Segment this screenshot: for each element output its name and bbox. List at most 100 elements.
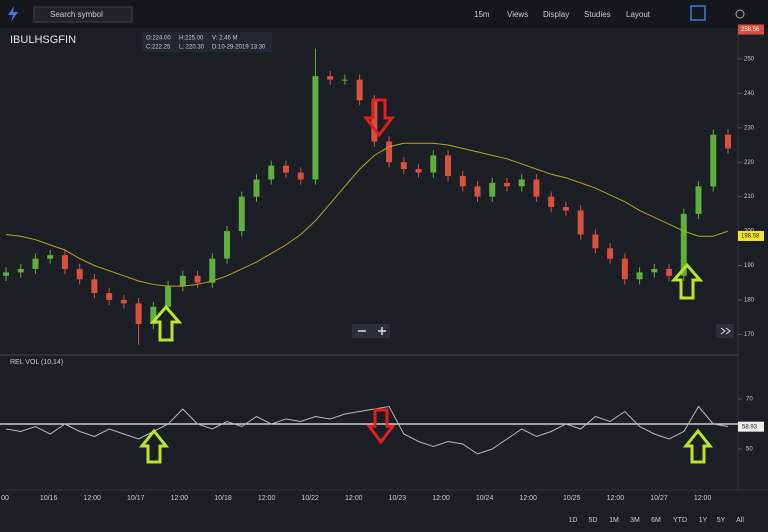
candle-body xyxy=(651,268,658,273)
x-tick-label: 10/16 xyxy=(40,495,58,502)
x-tick-label: 12:00 xyxy=(83,495,101,502)
range-button[interactable]: YTD xyxy=(673,517,687,524)
info-box xyxy=(142,32,272,52)
candle-body xyxy=(282,165,289,173)
candle-body xyxy=(518,179,525,187)
last-price-label: 198.58 xyxy=(741,234,760,240)
ohlc-info: O:224.00 xyxy=(146,36,171,42)
candle-body xyxy=(592,234,599,249)
candle-body xyxy=(710,134,717,187)
candle-body xyxy=(268,165,275,180)
scroll-end-icon xyxy=(720,327,731,335)
x-tick-label: 10/18 xyxy=(214,495,232,502)
candle-body xyxy=(459,176,466,187)
candle-body xyxy=(666,268,673,276)
candle-body xyxy=(238,196,245,232)
zoom-in[interactable] xyxy=(378,327,386,335)
candle-body xyxy=(194,275,201,283)
x-tick-label: 12:00 xyxy=(519,495,537,502)
candle-body xyxy=(106,293,113,300)
y-tick-label: 240 xyxy=(744,91,755,97)
x-tick-label: 12:00 xyxy=(345,495,363,502)
menu-item[interactable]: Views xyxy=(507,10,528,19)
candle-body xyxy=(297,172,304,180)
candle-body xyxy=(400,162,407,170)
candle-body xyxy=(327,76,334,80)
x-tick-label: 12:00 xyxy=(432,495,450,502)
high-price-label: 258.56 xyxy=(741,27,760,33)
candle-body xyxy=(621,258,628,280)
range-button[interactable]: 6M xyxy=(651,517,661,524)
candle-body xyxy=(32,258,39,269)
menu-item[interactable]: Display xyxy=(543,10,569,19)
range-button[interactable]: 1D xyxy=(569,517,578,524)
y-tick-label: 210 xyxy=(744,194,755,200)
x-tick-label: 10/22 xyxy=(301,495,319,502)
x-tick-label: 10/17 xyxy=(127,495,145,502)
x-tick-label: 10/27 xyxy=(650,495,668,502)
down-arrow xyxy=(366,408,396,445)
search-placeholder[interactable]: Search symbol xyxy=(50,10,103,19)
candle-body xyxy=(695,186,702,214)
candle-body xyxy=(415,169,422,173)
zoom-controls xyxy=(352,324,390,338)
range-button[interactable]: 5D xyxy=(589,517,598,524)
candle-body xyxy=(430,155,437,173)
menu-item[interactable]: 15m xyxy=(474,10,490,19)
x-tick-label: 12:00 xyxy=(258,495,276,502)
candle-body xyxy=(165,286,172,307)
layout-button[interactable] xyxy=(690,5,706,21)
candle-body xyxy=(577,210,584,235)
ohlc-info: C:222.25 xyxy=(146,45,171,51)
up-arrow xyxy=(149,304,183,342)
y-tick-label: 70 xyxy=(746,397,753,403)
x-tick-label: 00 xyxy=(1,495,9,502)
candle-body xyxy=(503,182,510,187)
x-tick-label: 12:00 xyxy=(694,495,712,502)
range-button[interactable]: 3M xyxy=(630,517,640,524)
y-tick-label: 220 xyxy=(744,160,755,166)
moving-average xyxy=(5,142,729,287)
up-arrow xyxy=(138,428,170,464)
candle-body xyxy=(253,179,260,197)
range-button[interactable]: 1M xyxy=(609,517,619,524)
candle-body xyxy=(371,100,378,142)
y-tick-label: 50 xyxy=(746,447,753,453)
last-value-badge xyxy=(738,421,764,432)
candle-body xyxy=(533,179,540,197)
refresh-button[interactable] xyxy=(735,9,745,19)
y-tick-label: 170 xyxy=(744,332,755,338)
candle-body xyxy=(562,206,569,211)
x-tick-label: 10/24 xyxy=(476,495,494,502)
candle-body xyxy=(179,275,186,287)
ohlc-info: V: 2.46 M xyxy=(212,36,237,42)
range-button[interactable]: All xyxy=(736,517,744,524)
candle-body xyxy=(76,268,83,280)
candle-body xyxy=(47,255,54,259)
range-button[interactable]: 5Y xyxy=(717,517,726,524)
candle-body xyxy=(61,255,68,269)
candle-body xyxy=(636,272,643,280)
x-tick-label: 12:00 xyxy=(171,495,189,502)
search-box[interactable] xyxy=(33,6,133,23)
menu-item[interactable]: Studies xyxy=(584,10,611,19)
logo[interactable] xyxy=(8,6,18,22)
candle-body xyxy=(312,76,319,180)
last-price-badge xyxy=(738,230,764,241)
range-button[interactable]: 1Y xyxy=(699,517,708,524)
down-arrow xyxy=(362,98,396,138)
y-tick-label: 180 xyxy=(744,298,755,304)
y-tick-label: 230 xyxy=(744,125,755,131)
candle-body xyxy=(680,213,687,276)
symbol-title: IBULHSGFIN xyxy=(10,34,76,46)
candle-body xyxy=(607,248,614,259)
candle-body xyxy=(386,141,393,163)
candle-body xyxy=(356,79,363,101)
candle-body xyxy=(445,155,452,177)
ohlc-info: D:10-29-2019 13:30 xyxy=(212,45,266,51)
candle-body xyxy=(725,134,731,149)
menu-item[interactable]: Layout xyxy=(626,10,651,19)
candle-body xyxy=(224,231,231,259)
